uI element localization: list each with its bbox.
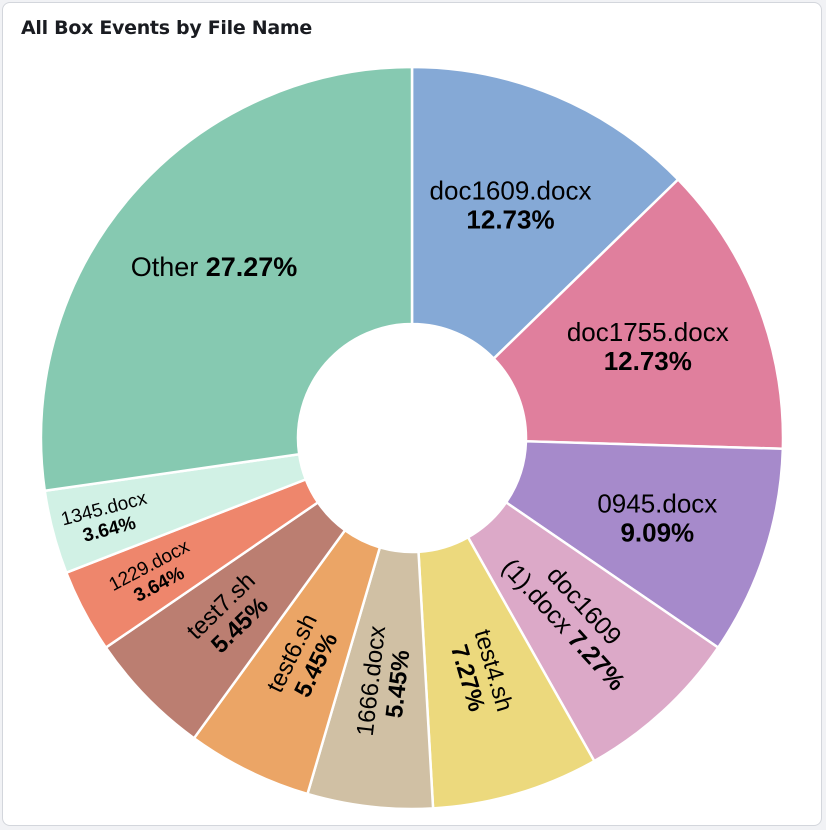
pie-slice[interactable] bbox=[39, 65, 414, 493]
slice-name: 0945.docx bbox=[597, 488, 717, 518]
slice-label: Other 27.27% bbox=[131, 252, 298, 282]
slice-label: 0945.docx 9.09% bbox=[597, 488, 717, 547]
slice-name: doc1609.docx bbox=[430, 176, 592, 206]
pie-slice[interactable] bbox=[504, 440, 785, 650]
slice-label: doc1609.docx 12.73% bbox=[430, 176, 592, 235]
slice-percent: 27.27% bbox=[206, 252, 298, 282]
pie-slice[interactable] bbox=[410, 65, 680, 361]
slice-name: doc1755.docx bbox=[567, 317, 729, 347]
chart-title: All Box Events by File Name bbox=[21, 17, 312, 39]
slice-percent: 9.09% bbox=[620, 518, 694, 548]
pie-slice[interactable] bbox=[417, 535, 597, 810]
pie-slice[interactable] bbox=[466, 500, 720, 763]
pie-slice[interactable] bbox=[492, 177, 785, 451]
slice-percent: 12.73% bbox=[466, 205, 554, 235]
slice-name: Other bbox=[131, 252, 206, 282]
slice-label: doc1755.docx 12.73% bbox=[567, 317, 729, 376]
slice-percent: 12.73% bbox=[604, 346, 692, 376]
